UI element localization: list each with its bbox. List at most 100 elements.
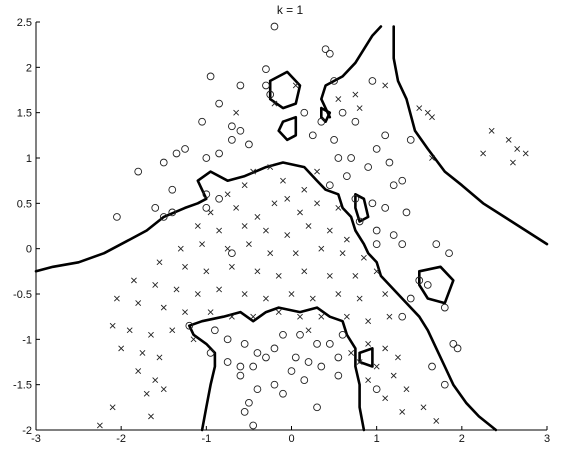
- cross-point: [318, 245, 325, 252]
- cross-point: [505, 136, 512, 143]
- cross-point: [510, 159, 516, 166]
- circle-point: [236, 81, 245, 90]
- cross-point: [135, 300, 142, 306]
- cross-point: [335, 96, 342, 102]
- y-tick-label: 2: [26, 62, 32, 74]
- cross-point: [271, 200, 278, 207]
- circle-point: [330, 77, 338, 85]
- circle-point: [381, 131, 390, 140]
- cross-point: [284, 232, 291, 238]
- cross-point: [301, 268, 308, 275]
- y-tick-label: 1.5: [17, 108, 32, 120]
- cross-point: [250, 313, 257, 320]
- circle-point: [245, 398, 253, 407]
- circle-point: [372, 226, 381, 235]
- circle-point: [253, 349, 262, 357]
- cross-point: [152, 377, 159, 384]
- boundary-line: [319, 106, 332, 123]
- cross-point: [199, 241, 205, 248]
- circle-point: [223, 335, 232, 344]
- cross-point: [160, 304, 167, 311]
- circle-point: [432, 240, 441, 248]
- cross-point: [382, 345, 389, 352]
- cross-point: [275, 309, 282, 316]
- cross-point: [169, 327, 176, 334]
- boundary-line: [358, 347, 374, 368]
- cross-point: [109, 322, 116, 329]
- cross-point: [263, 227, 269, 234]
- cross-point: [365, 377, 372, 384]
- circle-point: [423, 281, 432, 289]
- y-tick-label: -1.5: [13, 380, 32, 392]
- cross-point: [284, 195, 291, 202]
- circle-point: [198, 117, 206, 126]
- y-tick-label: -2: [22, 425, 32, 437]
- cross-point: [228, 313, 235, 320]
- circle-point: [330, 136, 338, 144]
- cross-point: [233, 204, 240, 211]
- circle-point: [334, 353, 343, 362]
- cross-point: [228, 263, 235, 270]
- y-tick-label: 2.5: [17, 17, 32, 29]
- circle-point: [398, 176, 407, 185]
- cross-point: [373, 268, 380, 275]
- circle-point: [215, 149, 223, 158]
- y-tick-label: 0: [26, 244, 32, 256]
- circle-point: [228, 136, 236, 144]
- circle-point: [338, 330, 347, 339]
- circle-point: [304, 358, 313, 366]
- circle-point: [228, 122, 236, 131]
- x-tick-label: -1: [201, 433, 211, 445]
- circle-point: [389, 181, 398, 190]
- cross-point: [318, 313, 325, 320]
- circle-point: [334, 371, 343, 380]
- x-tick-label: 3: [544, 433, 550, 445]
- circle-point: [159, 213, 168, 221]
- circle-point: [343, 172, 351, 180]
- circle-point: [300, 376, 309, 384]
- circle-point: [270, 22, 279, 31]
- circle-point: [296, 330, 304, 339]
- cross-point: [207, 209, 214, 216]
- cross-point: [224, 191, 231, 198]
- circle-point: [368, 199, 377, 208]
- circle-point: [313, 340, 321, 348]
- cross-point: [118, 345, 125, 352]
- circle-point: [406, 294, 415, 303]
- cross-point: [143, 390, 150, 397]
- cross-point: [148, 413, 154, 420]
- circle-point: [440, 303, 449, 312]
- cross-point: [424, 109, 431, 116]
- cross-point: [314, 200, 320, 207]
- cross-point: [109, 404, 116, 411]
- circle-point: [240, 340, 249, 348]
- circle-point: [372, 240, 381, 248]
- circle-point: [415, 276, 424, 285]
- cross-point: [241, 182, 248, 189]
- cross-point: [416, 105, 423, 112]
- cross-point: [207, 309, 214, 316]
- boundary-line: [417, 265, 455, 305]
- circle-point: [368, 77, 377, 85]
- circle-point: [202, 204, 211, 212]
- boundary-line: [319, 25, 383, 119]
- circle-point: [215, 194, 223, 203]
- circle-point: [262, 353, 270, 362]
- cross-point: [480, 150, 487, 157]
- cross-point: [267, 164, 274, 170]
- cross-point: [429, 114, 435, 121]
- circle-point: [351, 117, 360, 126]
- cross-point: [182, 309, 188, 316]
- circle-point: [172, 149, 181, 158]
- circle-point: [202, 154, 211, 162]
- cross-point: [301, 186, 308, 193]
- cross-point: [382, 291, 389, 297]
- circle-point: [402, 208, 411, 217]
- cross-point: [250, 168, 257, 175]
- y-tick-label: -0.5: [13, 289, 32, 301]
- circle-point: [249, 362, 258, 371]
- cross-point: [156, 259, 163, 266]
- circle-point: [317, 362, 326, 371]
- circle-point: [364, 163, 373, 171]
